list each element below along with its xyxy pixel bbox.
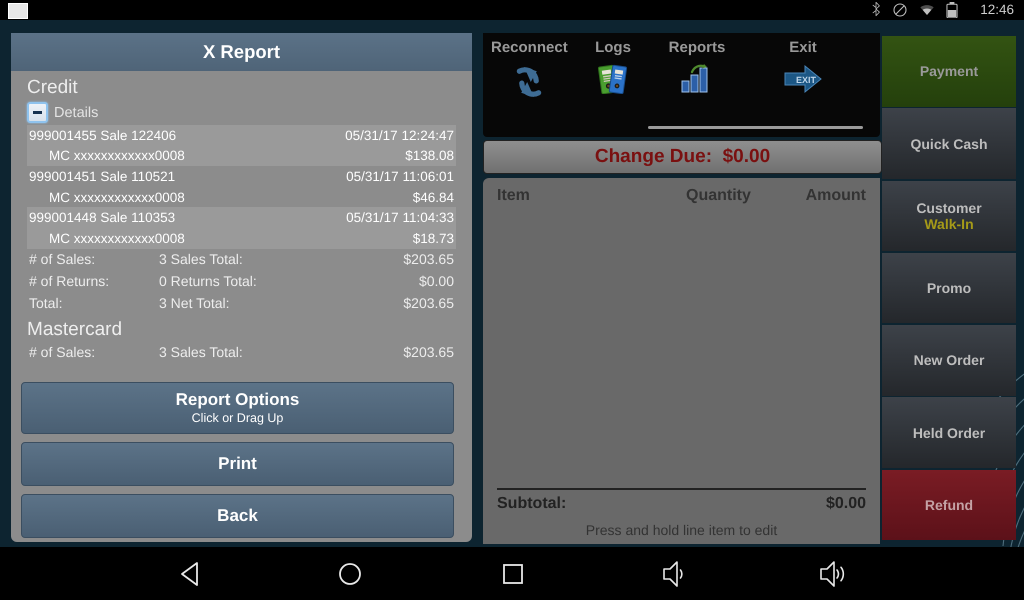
svg-text:EXIT: EXIT: [796, 75, 817, 85]
